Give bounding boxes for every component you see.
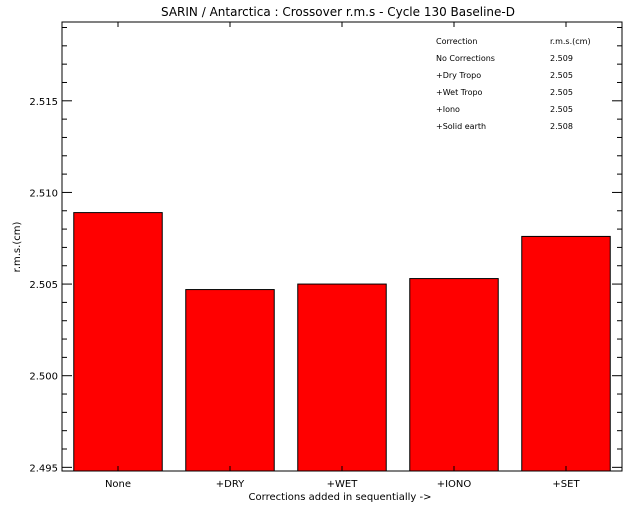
y-tick-label: 2.505 [29,280,58,291]
bar-dry [185,289,275,472]
table-row-label: No Corrections [436,54,495,63]
y-axis-label: r.m.s.(cm) [12,222,23,273]
table-header-correction: Correction [436,37,477,46]
x-tick-label: +IONO [437,479,472,490]
x-axis: None +DRY +WET +IONO +SET [105,22,580,490]
y-axis: 2.495 2.500 2.505 2.510 2.515 [29,26,622,474]
chart-title: SARIN / Antarctica : Crossover r.m.s - C… [161,5,515,19]
bar-wet [297,283,387,472]
bar-set [521,235,611,472]
bar-iono [409,278,499,472]
bars-group [73,212,611,472]
x-tick-label: None [105,479,131,490]
y-tick-label: 2.510 [29,188,58,199]
bar-none [73,212,163,472]
x-tick-label: +DRY [216,479,245,490]
x-tick-label: +WET [327,479,359,490]
table-row-label: +Iono [436,105,460,114]
y-tick-label: 2.515 [29,97,58,108]
table-row-value: 2.505 [550,88,573,97]
table-row-label: +Dry Tropo [436,71,481,80]
table-row-label: +Solid earth [436,122,486,131]
annotation-table: Correction r.m.s.(cm) No Corrections 2.509 +… [436,37,591,131]
table-row-value: 2.509 [550,54,573,63]
x-axis-label: Corrections added in sequentially -> [249,492,432,503]
table-row-label: +Wet Tropo [436,88,483,97]
y-tick-label: 2.495 [29,463,58,474]
table-header-rms: r.m.s.(cm) [550,37,591,46]
y-tick-label: 2.500 [29,372,58,383]
x-tick-label: +SET [552,479,580,490]
table-row-value: 2.505 [550,71,573,80]
table-row-value: 2.508 [550,122,573,131]
table-row-value: 2.505 [550,105,573,114]
